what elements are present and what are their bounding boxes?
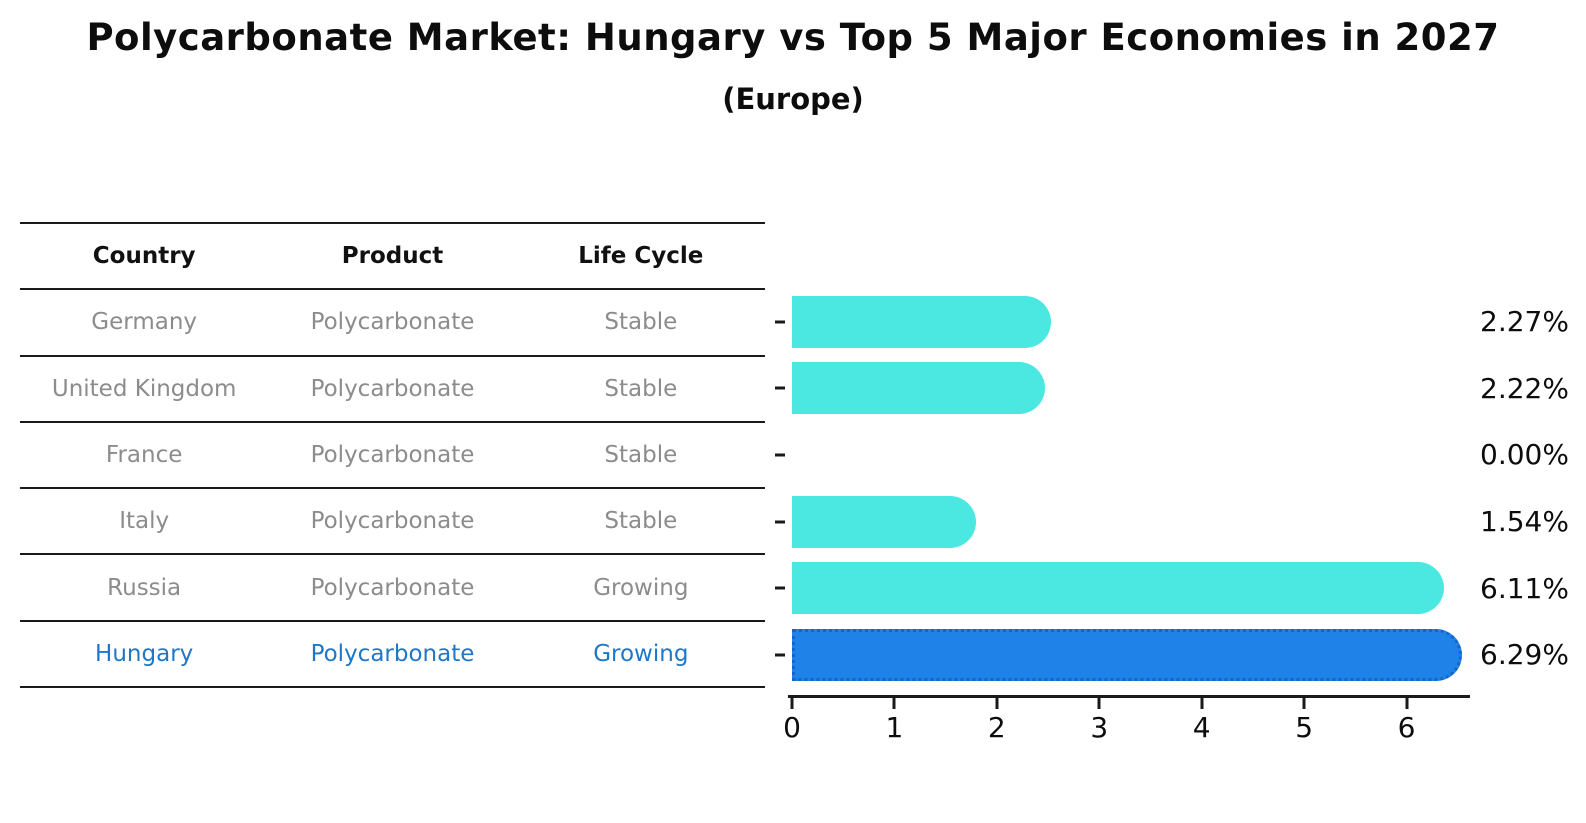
country-cell: Russia xyxy=(107,574,182,601)
bar-row xyxy=(775,488,1468,555)
x-tick-label: 2 xyxy=(987,711,1006,744)
comparison-table: Country Product Life Cycle Germany Polyc… xyxy=(20,222,765,688)
country-cell: Germany xyxy=(91,309,198,336)
chart-subtitle: (Europe) xyxy=(722,82,864,116)
table-row-russia: Russia Polycarbonate Growing xyxy=(20,553,765,619)
table-row-germany: Germany Polycarbonate Stable xyxy=(20,288,765,354)
value-label-hungary: 6.29% xyxy=(1480,638,1569,672)
value-label-united-kingdom: 2.22% xyxy=(1480,371,1569,405)
life-cycle-cell: Growing xyxy=(593,574,689,601)
header-country: Country xyxy=(92,243,196,270)
value-label-russia: 6.11% xyxy=(1480,571,1569,605)
value-label-france: 0.00% xyxy=(1480,438,1569,472)
product-cell: Polycarbonate xyxy=(310,375,475,402)
x-tick-label: 1 xyxy=(885,711,904,744)
y-tick xyxy=(775,586,785,590)
country-cell: France xyxy=(105,441,183,468)
y-tick xyxy=(775,386,785,390)
life-cycle-cell: Stable xyxy=(604,508,678,535)
table-header-row: Country Product Life Cycle xyxy=(20,222,765,288)
bar-row-spacer xyxy=(792,222,1468,289)
product-cell: Polycarbonate xyxy=(310,508,475,535)
table-row-france: France Polycarbonate Stable xyxy=(20,420,765,487)
bar-united-kingdom xyxy=(792,362,1046,415)
product-cell: Polycarbonate xyxy=(310,574,475,601)
x-tick-label: 5 xyxy=(1295,711,1314,744)
bar-row xyxy=(775,621,1468,688)
bar-row xyxy=(775,289,1468,356)
bar-russia xyxy=(792,562,1444,615)
product-cell: Polycarbonate xyxy=(310,309,475,336)
x-tick xyxy=(1097,698,1101,709)
life-cycle-cell: Growing xyxy=(593,640,689,667)
value-labels: 2.27% 2.22% 0.00% 1.54% 6.11% 6.29% xyxy=(1480,222,1586,688)
bar-chart xyxy=(775,222,1468,688)
product-cell: Polycarbonate xyxy=(310,441,475,468)
y-tick xyxy=(775,653,785,657)
header-life-cycle: Life Cycle xyxy=(578,243,704,270)
header-product: Product xyxy=(341,243,444,270)
x-tick-label: 3 xyxy=(1090,711,1109,744)
chart-title: Polycarbonate Market: Hungary vs Top 5 M… xyxy=(86,16,1500,59)
bar-row xyxy=(775,422,1468,489)
x-axis: 0 1 2 3 4 5 6 xyxy=(783,695,1470,755)
x-tick xyxy=(892,698,896,709)
x-tick xyxy=(995,698,999,709)
value-label-germany: 2.27% xyxy=(1480,305,1569,339)
bar-row xyxy=(775,355,1468,422)
y-tick xyxy=(775,320,785,324)
table-row-italy: Italy Polycarbonate Stable xyxy=(20,487,765,553)
life-cycle-cell: Stable xyxy=(604,309,678,336)
table-row-hungary: Hungary Polycarbonate Growing xyxy=(20,619,765,686)
x-tick-label: 0 xyxy=(783,711,801,744)
life-cycle-cell: Stable xyxy=(604,441,678,468)
x-tick-label: 6 xyxy=(1397,711,1416,744)
life-cycle-cell: Stable xyxy=(604,375,678,402)
x-tick xyxy=(1302,698,1306,709)
table-row-united-kingdom: United Kingdom Polycarbonate Stable xyxy=(20,354,765,421)
bar-italy xyxy=(792,495,976,548)
y-tick xyxy=(775,520,785,524)
country-cell: Italy xyxy=(119,508,170,535)
x-tick xyxy=(1200,698,1204,709)
bar-germany xyxy=(792,295,1051,348)
country-cell: United Kingdom xyxy=(51,375,237,402)
country-cell: Hungary xyxy=(95,640,194,667)
value-row-spacer xyxy=(1480,222,1586,289)
bar-hungary xyxy=(792,628,1463,681)
y-tick xyxy=(775,453,785,457)
product-cell: Polycarbonate xyxy=(310,640,475,667)
x-axis-line xyxy=(788,695,1470,698)
x-tick xyxy=(1405,698,1409,709)
x-tick xyxy=(790,698,794,709)
value-label-italy: 1.54% xyxy=(1480,505,1569,539)
bar-row xyxy=(775,555,1468,622)
x-tick-label: 4 xyxy=(1192,711,1211,744)
